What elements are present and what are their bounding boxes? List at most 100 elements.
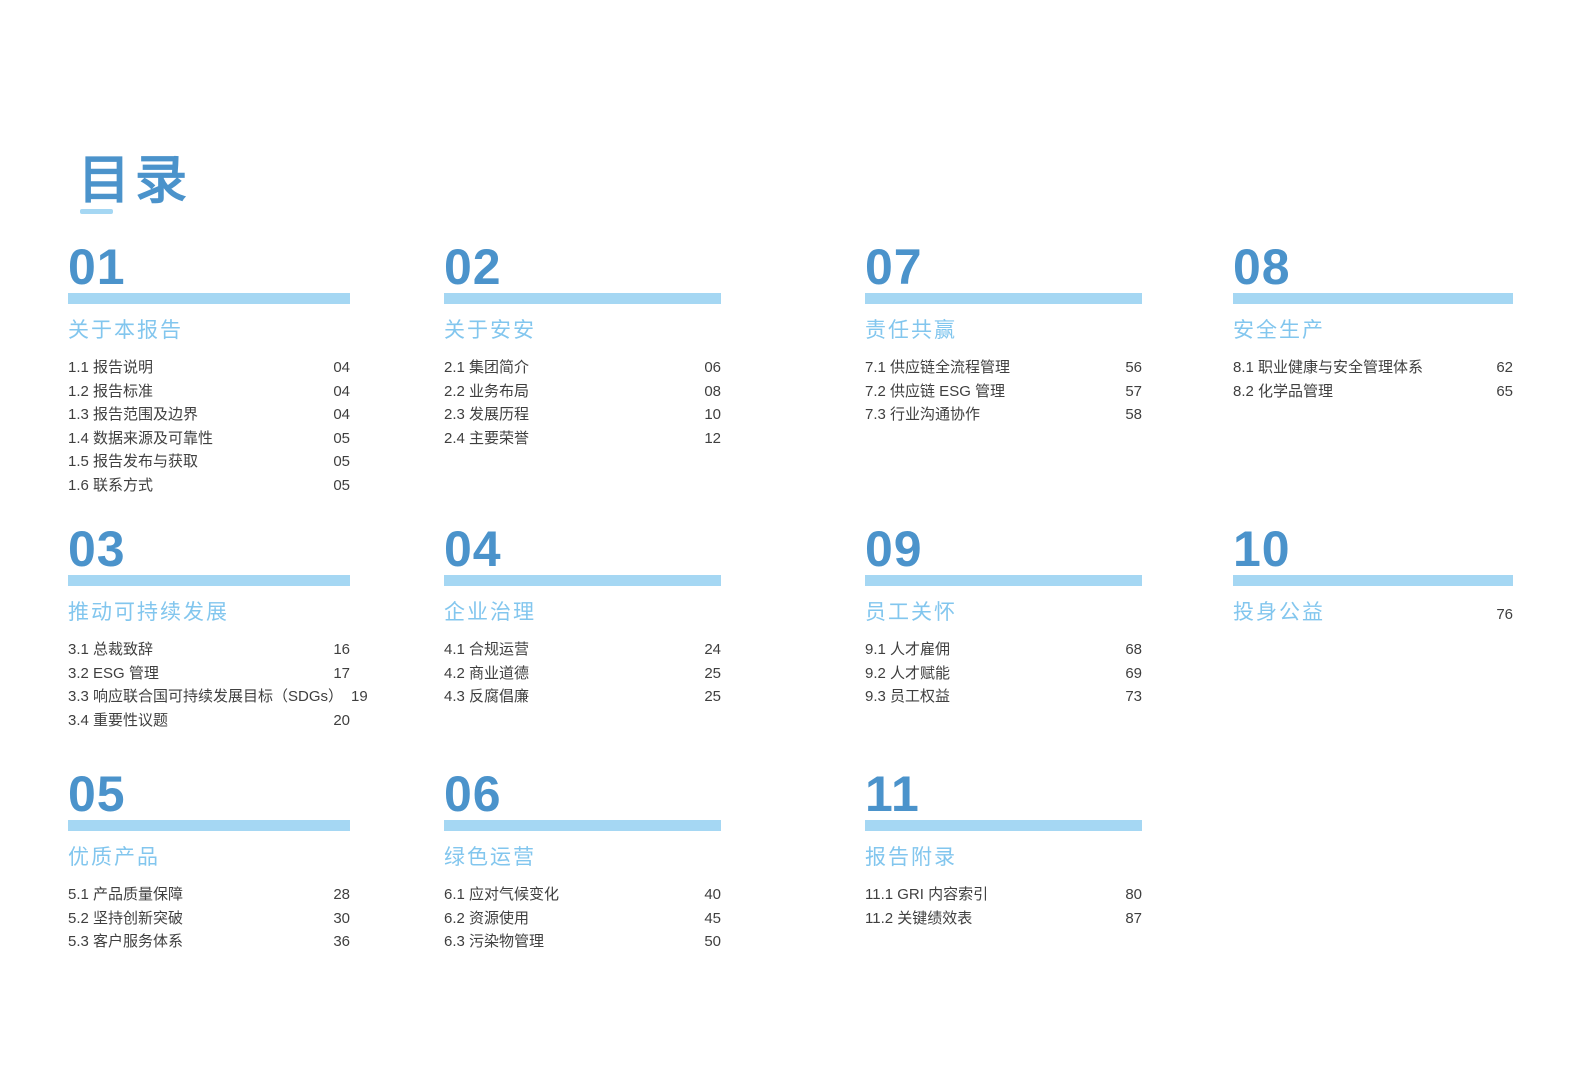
section-title: 推动可持续发展 [68,601,229,624]
toc-item-page: 58 [1125,406,1142,423]
toc-item: 2.4 主要荣誉 12 [444,427,721,451]
toc-item-label: 2.3 发展历程 [444,406,530,423]
section-number: 03 [68,521,126,577]
section-title: 绿色运营 [444,846,536,869]
toc-item-page: 24 [704,641,721,658]
toc-item-page: 57 [1125,382,1142,400]
toc-section: 03 推动可持续发展 3.1 总裁致辞 16 3.2 ESG 管理 17 3.3… [68,521,368,732]
toc-item: 8.2 化学品管理 65 [1233,380,1513,404]
toc-item: 2.1 集团简介 06 [444,356,721,380]
section-underline-bar [444,820,721,831]
toc-section: 11 报告附录 11.1 GRI 内容索引 80 11.2 关键绩效表 87 [865,769,1142,930]
toc-item-label: 11.2 关键绩效表 [865,909,973,927]
section-number: 02 [444,239,502,295]
toc-item-label: 1.3 报告范围及边界 [68,406,199,423]
toc-item-page: 19 [351,688,368,705]
toc-item: 7.2 供应链 ESG 管理 57 [865,380,1142,404]
section-title: 优质产品 [68,846,160,869]
toc-item-label: 1.5 报告发布与获取 [68,453,199,470]
toc-item: 4.3 反腐倡廉 25 [444,685,721,709]
section-title-row: 报告附录 [865,845,1142,871]
section-number: 06 [444,766,502,822]
toc-section: 08 安全生产 8.1 职业健康与安全管理体系 62 8.2 化学品管理 65 [1233,242,1513,403]
toc-item: 4.2 商业道德 25 [444,662,721,686]
section-title: 关于本报告 [68,319,183,342]
toc-item: 1.6 联系方式 05 [68,474,350,498]
toc-item: 6.3 污染物管理 50 [444,930,721,954]
toc-section: 01 关于本报告 1.1 报告说明 04 1.2 报告标准 04 1.3 报告范… [68,239,350,497]
section-items: 1.1 报告说明 04 1.2 报告标准 04 1.3 报告范围及边界 04 1… [68,356,350,497]
section-underline-bar [68,293,350,304]
section-title-row: 绿色运营 [444,845,721,871]
toc-item-page: 87 [1125,909,1142,927]
section-number: 05 [68,766,126,822]
section-title: 投身公益 [1233,601,1325,624]
toc-item-label: 7.2 供应链 ESG 管理 [865,382,1006,400]
section-items: 7.1 供应链全流程管理 56 7.2 供应链 ESG 管理 57 7.3 行业… [865,356,1142,427]
toc-item-label: 1.1 报告说明 [68,359,154,376]
toc-item: 4.1 合规运营 24 [444,638,721,662]
section-title: 关于安安 [444,319,536,342]
toc-section: 02 关于安安 2.1 集团简介 06 2.2 业务布局 08 2.3 发展历程 [444,239,721,450]
toc-item: 5.3 客户服务体系 36 [68,930,350,954]
toc-item-label: 4.1 合规运营 [444,641,530,658]
section-underline-bar [68,820,350,831]
toc-section: 05 优质产品 5.1 产品质量保障 28 5.2 坚持创新突破 30 5.3 … [68,766,350,954]
section-number: 07 [865,239,923,295]
toc-item-page: 04 [333,406,350,423]
toc-item: 7.1 供应链全流程管理 56 [865,356,1142,380]
toc-item-label: 5.2 坚持创新突破 [68,909,184,927]
toc-item: 2.2 业务布局 08 [444,380,721,404]
toc-item: 7.3 行业沟通协作 58 [865,403,1142,427]
toc-item-label: 9.3 员工权益 [865,688,951,705]
section-title: 员工关怀 [865,601,957,624]
toc-item-page: 36 [333,933,350,950]
section-title: 安全生产 [1233,319,1325,342]
toc-section: 09 员工关怀 9.1 人才雇佣 68 9.2 人才赋能 69 9.3 员工权益 [865,521,1142,709]
section-title-row: 责任共赢 [865,318,1142,344]
toc-item-label: 2.4 主要荣誉 [444,429,530,447]
section-underline-bar [444,575,721,586]
toc-item-page: 20 [333,711,350,729]
section-title: 企业治理 [444,601,536,624]
toc-item-label: 2.2 业务布局 [444,382,530,400]
toc-item-page: 56 [1125,359,1142,376]
title-dash [80,209,113,214]
toc-item-label: 8.1 职业健康与安全管理体系 [1233,359,1424,376]
section-underline-bar [865,293,1142,304]
toc-item-label: 6.2 资源使用 [444,909,530,927]
section-title-row: 关于本报告 [68,318,350,344]
toc-item-page: 06 [704,359,721,376]
section-title-row: 推动可持续发展 [68,600,350,626]
section-number: 01 [68,239,126,295]
section-items: 2.1 集团简介 06 2.2 业务布局 08 2.3 发展历程 10 2.4 … [444,356,721,450]
toc-section: 07 责任共赢 7.1 供应链全流程管理 56 7.2 供应链 ESG 管理 5… [865,239,1142,427]
toc-item-page: 05 [333,476,350,494]
toc-item: 9.1 人才雇佣 68 [865,638,1142,662]
section-title-row: 企业治理 [444,600,721,626]
section-items: 6.1 应对气候变化 40 6.2 资源使用 45 6.3 污染物管理 50 [444,883,721,954]
section-number: 09 [865,521,923,577]
toc-item: 6.2 资源使用 45 [444,907,721,931]
toc-item-label: 6.3 污染物管理 [444,933,545,950]
section-items: 5.1 产品质量保障 28 5.2 坚持创新突破 30 5.3 客户服务体系 3… [68,883,350,954]
section-title-row: 关于安安 [444,318,721,344]
toc-item-page: 62 [1496,359,1513,376]
toc-item-page: 25 [704,664,721,682]
toc-item-page: 17 [333,664,350,682]
toc-item-label: 3.1 总裁致辞 [68,641,154,658]
toc-item-page: 65 [1496,382,1513,400]
toc-item-page: 69 [1125,664,1142,682]
toc-item-label: 11.1 GRI 内容索引 [865,886,989,903]
section-underline-bar [444,293,721,304]
toc-section: 10 投身公益 76 [1233,524,1513,640]
toc-item-label: 3.3 响应联合国可持续发展目标（SDGs） [68,688,344,705]
toc-item-page: 05 [333,453,350,470]
toc-item-page: 10 [704,406,721,423]
toc-item: 5.1 产品质量保障 28 [68,883,350,907]
section-underline-bar [865,820,1142,831]
toc-item: 1.4 数据来源及可靠性 05 [68,427,350,451]
toc-item-page: 73 [1125,688,1142,705]
section-items: 8.1 职业健康与安全管理体系 62 8.2 化学品管理 65 [1233,356,1513,403]
